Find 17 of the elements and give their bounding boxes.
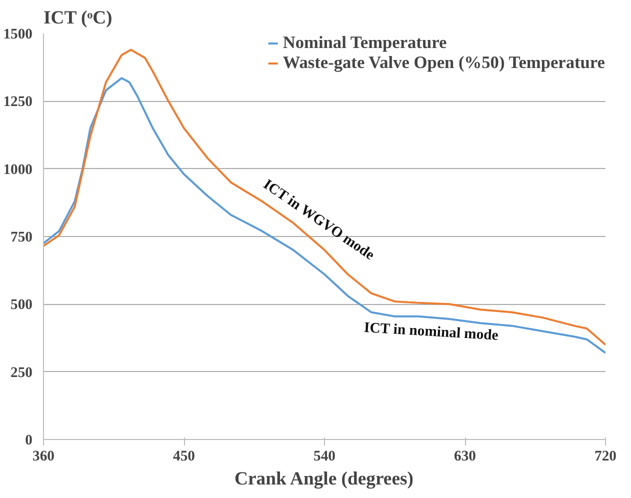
- x-tick-label: 360: [32, 448, 54, 464]
- x-tick-label: 630: [454, 448, 476, 464]
- y-tick-label: 1250: [3, 94, 32, 110]
- y-tick-label: 1500: [3, 26, 32, 42]
- y-tick-label: 1000: [3, 162, 32, 178]
- y-tick-label: 250: [10, 364, 32, 381]
- x-tick-label: 450: [173, 448, 195, 464]
- y-axis-title: ICT (ᵒC): [44, 8, 112, 28]
- legend-label: Nominal Temperature: [282, 33, 447, 53]
- annotation: ICT in nominal mode: [364, 320, 500, 344]
- x-tick-label: 540: [314, 448, 336, 464]
- y-tick-label: 750: [10, 230, 32, 246]
- legend-label: Waste-gate Valve Open (%50) Temperature: [282, 53, 605, 73]
- y-tick-label: 0: [25, 432, 32, 448]
- y-tick-label: 500: [10, 297, 32, 314]
- x-tick-label: 720: [594, 448, 616, 464]
- x-axis-title: Crank Angle (degrees): [234, 468, 414, 490]
